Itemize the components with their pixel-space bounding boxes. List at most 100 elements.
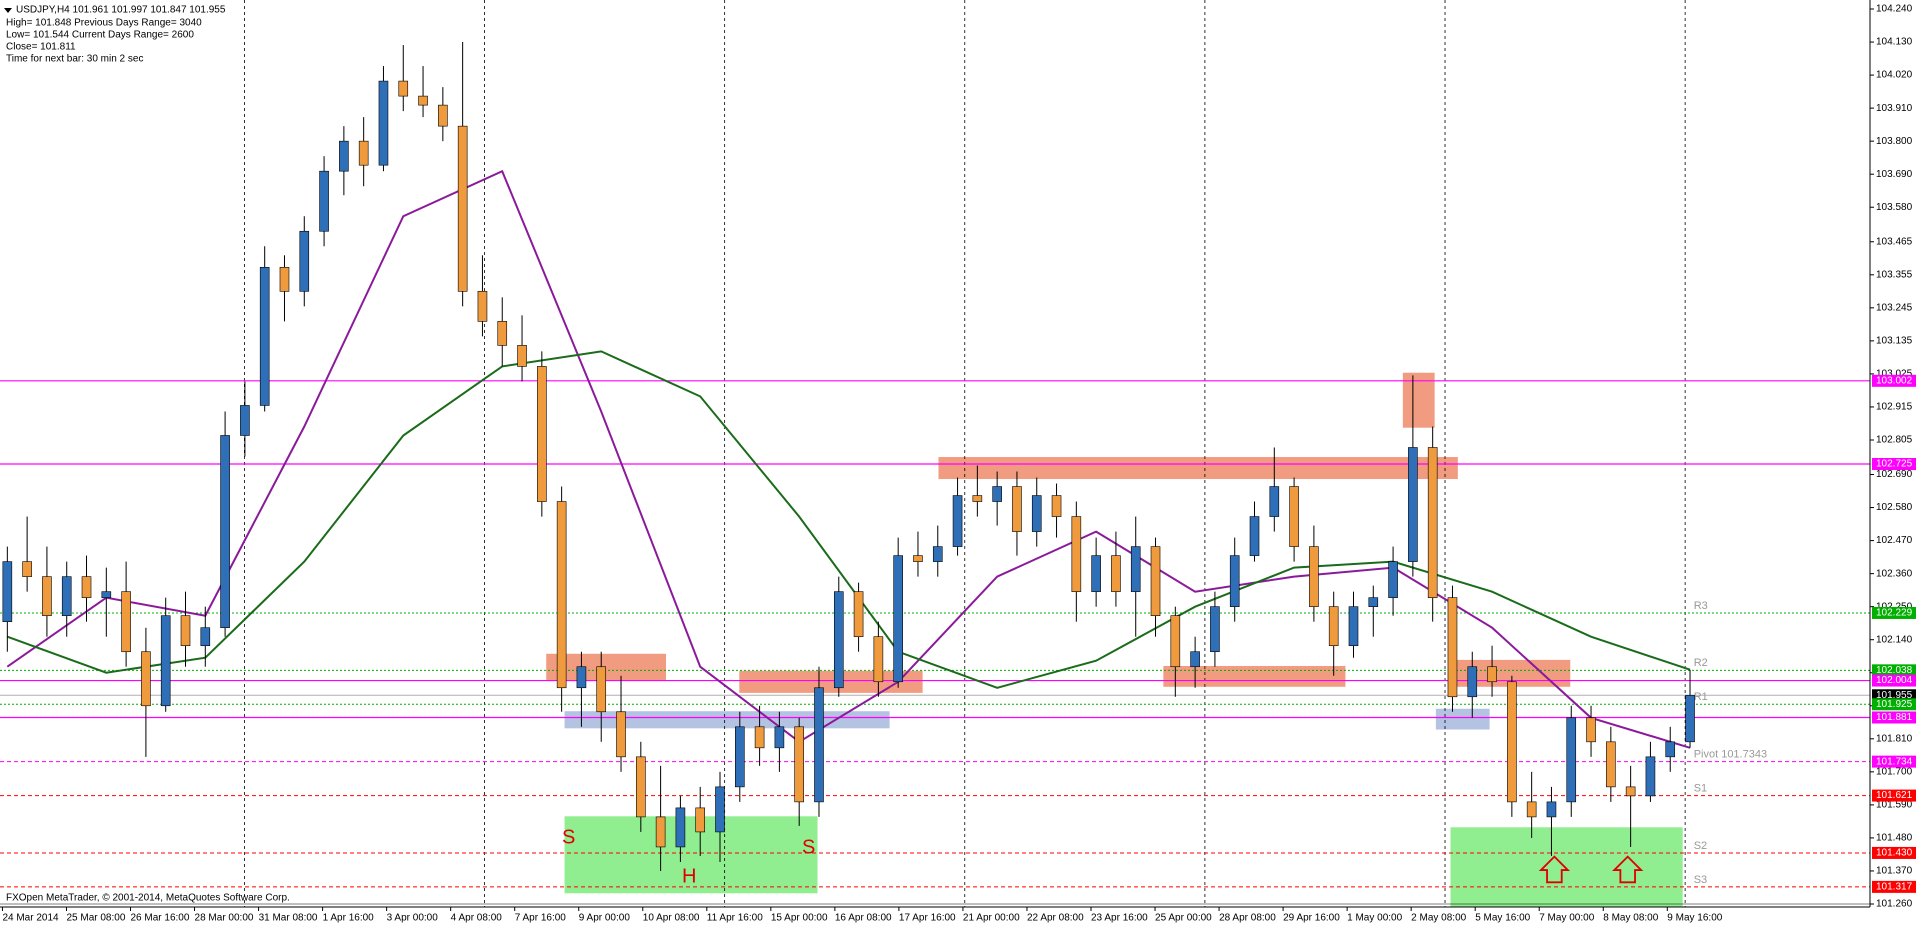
y-tick-label: 101.590 [1876,800,1913,811]
candle-body [774,726,785,749]
x-tick-label: 22 Apr 08:00 [1027,913,1084,924]
candle-body [319,170,329,232]
candle-body [576,666,587,689]
annotation: S [802,836,815,858]
candle-body [1467,666,1478,698]
footer: FXOpen MetaTrader, © 2001-2014, MetaQuot… [6,893,290,904]
candle-body [636,756,646,818]
candle-body [1071,516,1082,592]
candle-body [715,786,725,833]
candle-body [339,140,349,172]
candle-body [1210,606,1220,653]
candle-body [1229,555,1240,607]
y-tick-label: 104.020 [1876,70,1913,81]
y-tick-label: 103.025 [1876,369,1913,380]
candle-body [1507,681,1517,803]
y-tick-label: 103.580 [1876,202,1913,213]
candle-body [814,687,824,803]
price-level-box [1872,674,1916,687]
x-tick-label: 31 Mar 08:00 [259,913,318,924]
candle-body [1586,717,1596,743]
separators [243,0,1686,907]
zone [1450,827,1683,907]
price-level-box [1872,698,1916,711]
candle-body [81,576,92,598]
candle-body [2,561,13,622]
candle-body [1130,546,1141,592]
candle-body [160,615,171,707]
candle-body [1289,486,1299,547]
x-tick-label: 28 Mar 00:00 [195,913,254,924]
price-level-label: 101.881 [1876,712,1913,723]
x-tick-label: 21 Apr 00:00 [963,913,1020,924]
candle-body [378,80,389,166]
candle-body [537,366,547,502]
candle-body [913,555,923,562]
x-tick-label: 3 Apr 00:00 [387,913,439,924]
x-tick-label: 26 Mar 16:00 [131,913,190,924]
y-tick-label: 102.470 [1876,535,1913,546]
candles [2,42,1695,871]
price-level-box [1872,606,1916,619]
menu-triangle [4,8,12,13]
price-level-box [1872,789,1916,802]
pivot-label: R1 [1694,691,1708,703]
candle-body [1408,447,1418,562]
y-tick-label: 101.370 [1876,866,1913,877]
zone [564,816,818,894]
info-line: High= 101.848 Previous Days Range= 3040 [6,18,202,29]
candle-body [932,546,943,562]
pivot-label: R2 [1694,657,1708,669]
price-level-label: 103.002 [1876,375,1913,386]
y-tick-label: 102.805 [1876,435,1913,446]
candle-body [952,495,963,547]
y-tick-label: 104.240 [1876,4,1913,15]
candle-body [1150,546,1161,616]
price-level-box [1872,846,1916,859]
zone [1435,708,1490,730]
x-tick-label: 17 Apr 16:00 [899,913,956,924]
candle-body [1645,756,1656,797]
y-tick-label: 101.810 [1876,733,1913,744]
y-tick-label: 104.130 [1876,37,1913,48]
y-tick-label: 103.465 [1876,236,1913,247]
x-tick-label: 11 Apr 16:00 [707,913,763,924]
candle-body [695,807,706,833]
y-tick-label: 101.700 [1876,766,1913,777]
candle-body [240,405,250,436]
y-tick-label: 103.800 [1876,136,1913,147]
y-tick-label: 103.245 [1876,302,1913,313]
x-tick-label: 23 Apr 16:00 [1091,913,1148,924]
x-tick-label: 7 May 00:00 [1539,913,1594,924]
arrows [1538,855,1644,884]
y-tick-label: 101.260 [1876,899,1913,910]
candle-body [596,666,607,713]
price-level-label: 102.004 [1876,675,1913,686]
moving-average [6,169,1691,749]
candle-body [893,555,903,683]
price-level-box [1872,711,1916,724]
candle-body [1309,546,1319,607]
zone [564,711,890,729]
x-tick-label: 29 Apr 16:00 [1283,913,1340,924]
moving-averages [6,169,1691,749]
x-tick-label: 2 May 08:00 [1411,913,1466,924]
price-level-label: 101.925 [1876,699,1913,710]
x-tick-label: 28 Apr 08:00 [1219,913,1276,924]
pivot-label: Pivot 101.7343 [1694,749,1767,761]
x-tick-label: 25 Mar 08:00 [66,913,125,924]
annotation: H [682,865,696,887]
candle-body [734,726,745,788]
y-tick-label: 103.135 [1876,336,1913,347]
candle-body [616,711,626,758]
zone [1402,372,1435,428]
price-level-label: 102.038 [1876,665,1913,676]
candle-body [220,435,230,628]
y-tick-label: 102.690 [1876,469,1913,480]
candle-body [477,291,488,322]
info-line: Low= 101.544 Current Days Range= 2600 [6,30,194,41]
candle-body [418,95,428,106]
candle-body [1427,447,1438,598]
candle-body [655,816,666,848]
